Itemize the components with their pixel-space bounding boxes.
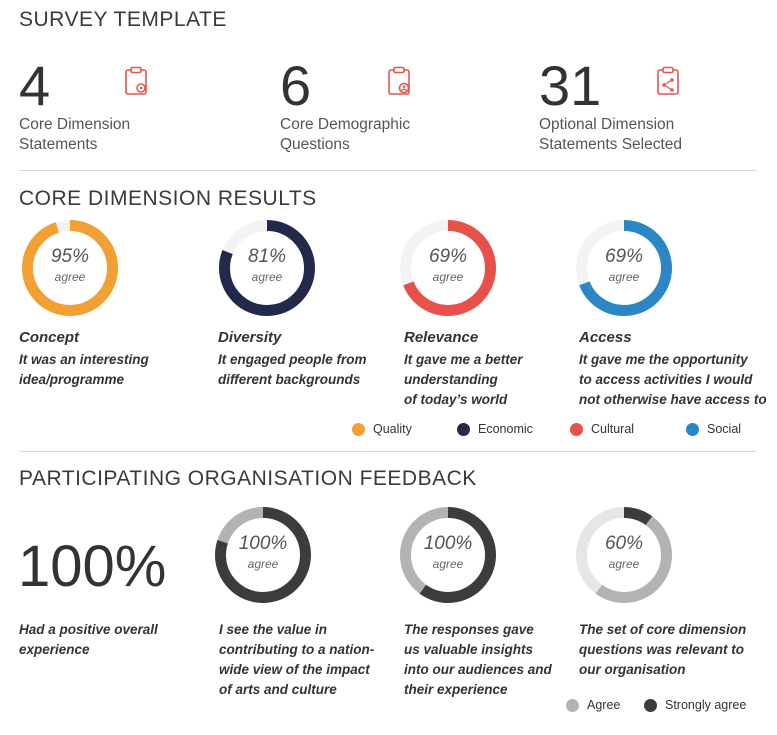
- access-agree-label: agree: [608, 270, 640, 284]
- clipboard-gear-icon: [125, 66, 147, 95]
- concept-donut: 95% agree: [21, 219, 119, 317]
- diversity-agree-label: agree: [251, 270, 283, 284]
- legend-cultural: Cultural: [570, 422, 634, 436]
- diversity-description: It engaged people from different backgrou…: [218, 352, 367, 387]
- relevant-description: The set of core dimension questions was r…: [579, 622, 747, 677]
- value-agree-arc: [215, 507, 311, 603]
- insights-agree-label: agree: [432, 557, 464, 571]
- diversity-donut: 81% agree: [218, 219, 316, 317]
- core-dimension-count: 4: [19, 54, 51, 117]
- access-title: Access: [579, 329, 632, 346]
- core-dimension-results-title: CORE DIMENSION RESULTS: [19, 187, 317, 210]
- concept-donut-svg: [22, 220, 118, 316]
- diversity-donut-svg: [219, 220, 315, 316]
- relevance-text: Relevance It gave me a better understandi…: [404, 329, 574, 410]
- survey-template-title: SURVEY TEMPLATE: [19, 8, 227, 31]
- diversity-percent: 81%: [247, 246, 287, 267]
- relevant-agree-label: agree: [608, 557, 640, 571]
- demographic-count: 6: [280, 54, 312, 117]
- access-arc: [576, 220, 672, 316]
- legend-quality: Quality: [352, 422, 412, 436]
- insights-donut-svg: [400, 507, 496, 603]
- insights-agree-arc: [400, 507, 496, 603]
- relevance-donut: 69% agree: [399, 219, 497, 317]
- diversity-arc: [219, 220, 315, 316]
- concept-arc: [22, 220, 118, 316]
- relevance-percent: 69%: [428, 246, 468, 267]
- concept-title: Concept: [19, 329, 79, 346]
- legend-agree: Agree: [566, 698, 620, 712]
- access-donut-svg: [576, 220, 672, 316]
- core-dimension-label: Core Dimension Statements: [19, 116, 131, 153]
- relevance-description: It gave me a better understanding of today…: [404, 352, 523, 407]
- demographic-label: Core Demographic Questions: [280, 116, 411, 153]
- value-donut-svg: [215, 507, 311, 603]
- insights-description: The responses gave us valuable insights in…: [404, 622, 552, 697]
- access-percent: 69%: [604, 246, 644, 267]
- organisation-feedback-title: PARTICIPATING ORGANISATION FEEDBACK: [19, 467, 477, 490]
- relevant-agree-arc: [576, 507, 672, 603]
- diversity-text: Diversity It engaged people from differen…: [218, 329, 398, 390]
- positive-experience-percent: 100%: [18, 534, 167, 599]
- legend-economic-swatch: [457, 422, 470, 436]
- legend-social: Social: [686, 422, 741, 436]
- concept-description: It was an interesting idea/programme: [19, 352, 149, 387]
- clipboard-share-icon: [657, 66, 679, 95]
- value-description: I see the value in contributing to a nati…: [219, 622, 375, 697]
- relevance-title: Relevance: [404, 329, 479, 346]
- concept-agree-label: agree: [54, 270, 86, 284]
- relevant-strongly-agree-arc: [576, 507, 672, 603]
- relevance-agree-label: agree: [432, 270, 464, 284]
- legend-quality-swatch: [352, 422, 365, 436]
- legend-economic: Economic: [457, 422, 533, 436]
- value-agree-label: agree: [247, 557, 279, 571]
- concept-percent: 95%: [50, 246, 90, 267]
- legend-strongly-agree: Strongly agree: [644, 698, 746, 712]
- relevant-donut-svg: [576, 507, 672, 603]
- divider: [19, 170, 756, 171]
- value-donut: 100% agree: [214, 506, 312, 604]
- access-donut: 69% agree: [575, 219, 673, 317]
- optional-dimension-count: 31: [539, 54, 602, 117]
- insights-donut: 100% agree: [399, 506, 497, 604]
- legend-agree-swatch: [566, 698, 579, 712]
- access-description: It gave me the opportunity to access acti…: [579, 352, 767, 407]
- concept-text: Concept It was an interesting idea/progra…: [19, 329, 199, 390]
- divider: [19, 451, 756, 452]
- diversity-title: Diversity: [218, 329, 282, 346]
- clipboard-person-icon: [388, 66, 410, 95]
- legend-social-swatch: [686, 422, 699, 436]
- relevance-arc: [400, 220, 496, 316]
- legend-cultural-swatch: [570, 422, 583, 436]
- relevant-donut: 60% agree: [575, 506, 673, 604]
- value-percent: 100%: [238, 533, 288, 554]
- insights-percent: 100%: [423, 533, 473, 554]
- legend-strongly-agree-swatch: [644, 698, 657, 712]
- positive-experience-description: Had a positive overall experience: [19, 622, 158, 657]
- optional-dimension-label: Optional Dimension Statements Selected: [539, 116, 683, 153]
- access-text: Access It gave me the opportunity to acce…: [579, 329, 769, 410]
- relevance-donut-svg: [400, 220, 496, 316]
- relevant-percent: 60%: [604, 533, 644, 554]
